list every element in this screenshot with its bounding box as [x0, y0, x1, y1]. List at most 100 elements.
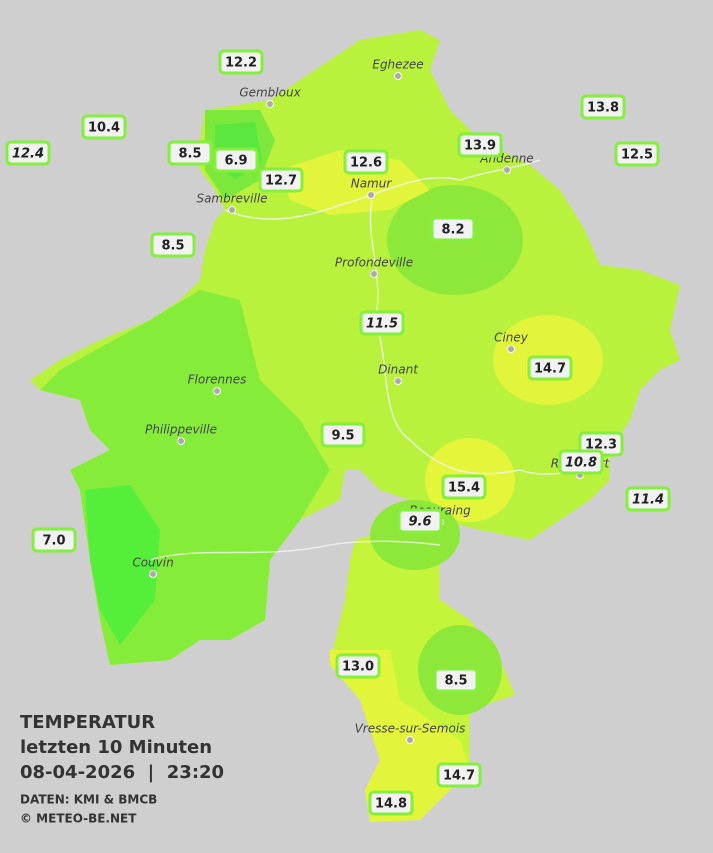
city-label: Gembloux [239, 86, 301, 100]
station-box [430, 216, 476, 242]
station-box [218, 49, 264, 75]
city-label: Vresse-sur-Semois [355, 722, 466, 736]
station-box [213, 147, 259, 173]
city-label: Ciney [494, 331, 529, 345]
zone-warm-north [280, 150, 430, 215]
station: 8.5 [167, 140, 213, 166]
station: 8.2 [430, 216, 476, 242]
station: 12.6 [343, 149, 389, 175]
station-value: 8.5 [178, 147, 201, 162]
station: 13.8 [580, 94, 626, 120]
station: 13.9 [457, 132, 503, 158]
station-value: 9.6 [408, 515, 431, 530]
station-box [81, 114, 127, 140]
station-value: 10.4 [88, 121, 120, 136]
city-dot [370, 270, 378, 278]
station-value: 13.0 [342, 660, 374, 675]
station: 9.5 [320, 422, 366, 448]
station-layer: 12.2 10.4 12.4 8.5 6.9 12.7 12.6 13.9 13.8 12.5 8.… [5, 49, 671, 816]
city-label: Florennes [188, 373, 247, 387]
station: 14.7 [436, 762, 482, 788]
zone-warm-south [330, 650, 470, 822]
source: DATEN: KMI & BMCB [20, 793, 157, 807]
station-box [31, 527, 77, 553]
station-box [436, 762, 482, 788]
station-value: 12.4 [12, 147, 44, 162]
station-box [457, 132, 503, 158]
city-dot [149, 570, 157, 578]
station: 11.5 [359, 310, 405, 336]
station: 8.5 [433, 667, 479, 693]
station-value: 11.5 [366, 317, 398, 332]
city-dot [177, 437, 185, 445]
city-dot [394, 72, 402, 80]
station-box [397, 508, 443, 534]
city-dot [228, 206, 236, 214]
station-box [258, 167, 304, 193]
station-value: 7.0 [42, 534, 65, 549]
station: 12.4 [5, 140, 51, 166]
station-value: 8.5 [444, 674, 467, 689]
city-label: Eghezee [372, 58, 423, 72]
station: 8.5 [150, 232, 196, 258]
station: 15.4 [441, 474, 487, 500]
title: TEMPERATUR [20, 712, 155, 733]
city-dot [406, 736, 414, 744]
station-box [167, 140, 213, 166]
station: 7.0 [31, 527, 77, 553]
city-dot [507, 345, 515, 353]
city-label: Couvin [132, 556, 173, 570]
station-box [433, 667, 479, 693]
station-box [580, 94, 626, 120]
datetime: 08-04-2026 | 23:20 [20, 762, 224, 783]
station-value: 13.9 [464, 139, 496, 154]
station-box [527, 355, 573, 381]
river [149, 159, 611, 561]
city-label: Namur [351, 177, 393, 191]
station-value: 8.2 [441, 223, 464, 238]
city-dot [213, 387, 221, 395]
station-box [343, 149, 389, 175]
station: 9.6 [397, 508, 443, 534]
station: 6.9 [213, 147, 259, 173]
zone-cold-west [85, 485, 160, 645]
station-value: 12.3 [585, 438, 617, 453]
station-value: 6.9 [224, 154, 247, 169]
station: 14.8 [368, 790, 414, 816]
station-value: 12.5 [621, 148, 653, 163]
station-box [150, 232, 196, 258]
subtitle: letzten 10 Minuten [20, 737, 212, 758]
legend-header: TEMPERATUR letzten 10 Minuten 08-04-2026… [20, 712, 224, 826]
station-value: 14.7 [534, 362, 566, 377]
station-value: 14.7 [443, 769, 475, 784]
station-value: 14.8 [375, 797, 407, 812]
station-box [335, 653, 381, 679]
station-box [5, 140, 51, 166]
city-label: Sambreville [196, 192, 267, 206]
copyright: © METEO-BE.NET [20, 812, 137, 826]
station-value: 12.2 [225, 56, 257, 71]
station: 12.7 [258, 167, 304, 193]
station-value: 12.6 [350, 156, 382, 171]
station: 12.2 [218, 49, 264, 75]
station: 12.5 [614, 141, 660, 167]
station: 13.0 [335, 653, 381, 679]
station-box [368, 790, 414, 816]
city-label: Philippeville [145, 423, 217, 437]
city-label: Profondeville [335, 256, 413, 270]
city-dot [266, 100, 274, 108]
station-value: 9.5 [331, 429, 354, 444]
station-box [558, 449, 604, 475]
station-box [359, 310, 405, 336]
city-dot [503, 166, 511, 174]
station-value: 11.4 [632, 493, 664, 508]
station: 11.4 [625, 486, 671, 512]
station-box [614, 141, 660, 167]
station-box [320, 422, 366, 448]
station-value: 15.4 [448, 481, 480, 496]
station: 14.7 [527, 355, 573, 381]
station-value: 8.5 [161, 239, 184, 254]
station-box [441, 474, 487, 500]
station-value: 13.8 [587, 101, 619, 116]
